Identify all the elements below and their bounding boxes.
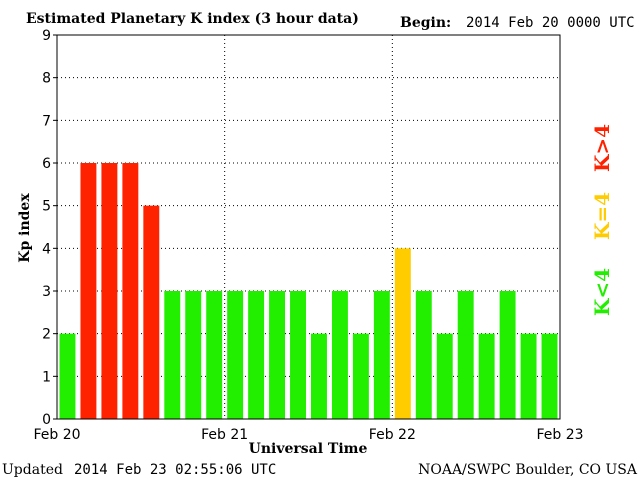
kp-bar (59, 333, 76, 419)
updated-label: Updated (2, 462, 63, 478)
y-tick-label: 0 (42, 412, 51, 428)
kp-bar (373, 291, 390, 419)
kp-bar (185, 291, 202, 419)
y-axis: 0 1 2 3 4 5 6 7 8 9 (42, 28, 57, 428)
begin-label: Begin: (400, 15, 451, 31)
plot-frame (56, 34, 561, 420)
kp-bar (499, 291, 516, 419)
kp-bar (457, 291, 474, 419)
credit-text: NOAA/SWPC Boulder, CO USA (418, 462, 638, 478)
kp-bar (101, 163, 118, 419)
kp-bar (541, 333, 558, 419)
y-tick-label: 1 (42, 369, 51, 385)
grid-lines (57, 35, 560, 419)
x-tick-label: Feb 23 (536, 427, 583, 443)
x-tick-label: Feb 20 (33, 427, 80, 443)
kp-bar (415, 291, 432, 419)
legend-mid: K=4 (590, 192, 614, 240)
y-tick-label: 4 (42, 241, 51, 257)
kp-bar (248, 291, 265, 419)
kp-bar (352, 333, 369, 419)
y-tick-label: 9 (42, 28, 51, 44)
updated-value: 2014 Feb 23 02:55:06 UTC (74, 462, 276, 478)
y-axis-label: Kp index (17, 193, 33, 263)
legend-low: K<4 (590, 268, 614, 316)
kp-bar (80, 163, 97, 419)
legend-high: K>4 (590, 124, 614, 172)
y-tick-label: 8 (42, 71, 51, 87)
kp-bar (478, 333, 495, 419)
y-tick-label: 7 (42, 113, 51, 129)
kp-bar (269, 291, 286, 419)
y-tick-label: 2 (42, 327, 51, 343)
bars (59, 163, 558, 419)
x-tick-label: Feb 21 (201, 427, 248, 443)
begin-value: 2014 Feb 20 0000 UTC (466, 15, 635, 31)
kp-bar (394, 248, 411, 419)
kp-bar (143, 205, 160, 419)
y-tick-label: 6 (42, 156, 51, 172)
y-tick-label: 5 (42, 199, 51, 215)
kp-bar (520, 333, 537, 419)
kp-bar (290, 291, 306, 419)
x-axis: Feb 20 Feb 21 Feb 22 Feb 23 (33, 427, 583, 443)
kp-bar (122, 163, 139, 419)
kp-bar (311, 333, 327, 419)
kp-bar (331, 291, 348, 419)
chart-title: Estimated Planetary K index (3 hour data… (26, 11, 359, 27)
kp-bar (227, 291, 244, 419)
x-tick-label: Feb 22 (369, 427, 416, 443)
x-axis-label: Universal Time (249, 441, 368, 457)
kp-bar (436, 333, 453, 419)
kp-bar (164, 291, 181, 419)
y-tick-label: 3 (42, 284, 51, 300)
kp-bar (206, 291, 223, 419)
